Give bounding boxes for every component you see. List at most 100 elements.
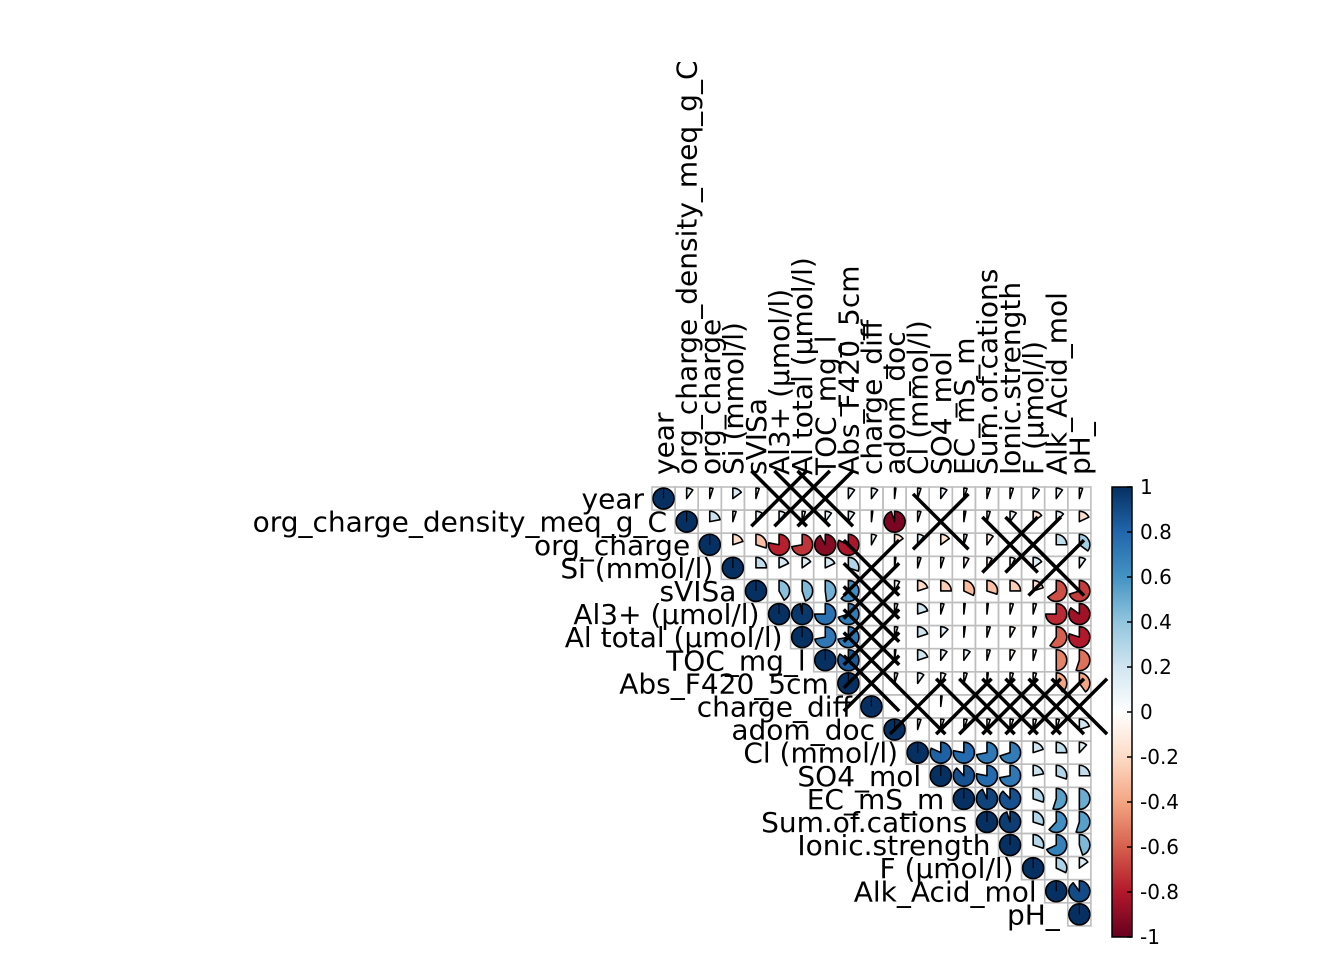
insignificance-cross bbox=[911, 492, 970, 551]
correlation-pie bbox=[916, 672, 925, 685]
colorbar-tick-label: -0.6 bbox=[1140, 835, 1179, 859]
correlation-pie bbox=[1046, 579, 1068, 603]
colorbar-tick-label: 0 bbox=[1140, 700, 1153, 724]
correlation-pie bbox=[813, 602, 837, 626]
correlation-pie bbox=[790, 602, 814, 626]
insignificance-cross bbox=[1004, 677, 1063, 736]
correlation-pie bbox=[1009, 602, 1015, 615]
colorbar-tick-label: -1 bbox=[1140, 925, 1160, 949]
column-labels: yearorg_charge_density_meq_g_Corg_charge… bbox=[648, 60, 1097, 476]
correlation-pie bbox=[1078, 510, 1090, 523]
correlation-pie bbox=[986, 487, 991, 500]
correlation-pie bbox=[732, 533, 744, 546]
correlation-pie bbox=[998, 810, 1022, 834]
correlation-pie bbox=[813, 533, 837, 556]
correlation-pie bbox=[870, 533, 878, 546]
correlation-pie bbox=[916, 510, 922, 523]
correlation-pie bbox=[1045, 833, 1068, 857]
correlation-pie bbox=[1078, 787, 1091, 811]
row-label: pH_ bbox=[1007, 898, 1061, 931]
correlation-pie bbox=[883, 510, 906, 533]
correlation-pie bbox=[1052, 787, 1068, 811]
correlation-pie bbox=[986, 533, 994, 546]
insignificance-cross bbox=[773, 469, 832, 528]
correlation-pie bbox=[1048, 810, 1068, 834]
column-label: Sum.of.cations bbox=[971, 269, 1004, 475]
insignificance-cross bbox=[842, 561, 901, 620]
correlation-pie bbox=[1032, 810, 1045, 826]
correlation-pie bbox=[824, 556, 836, 569]
correlation-pie bbox=[1009, 487, 1015, 500]
correlation-pie bbox=[732, 510, 737, 523]
colorbar-tick-label: 1 bbox=[1140, 475, 1153, 499]
correlation-pie bbox=[1078, 764, 1091, 777]
correlation-pie bbox=[998, 787, 1022, 811]
correlation-pie bbox=[685, 487, 694, 500]
column-label: adom_doc bbox=[879, 331, 912, 475]
row-label: Cl (mmol/l) bbox=[743, 737, 898, 770]
insignificance-cross bbox=[842, 585, 901, 644]
row-label: year bbox=[582, 483, 645, 516]
correlation-pie bbox=[975, 787, 999, 811]
correlation-pie bbox=[916, 625, 929, 638]
insignificance-cross bbox=[957, 677, 1016, 736]
column-label: TOC_mg_l bbox=[809, 335, 842, 476]
correlation-pie bbox=[975, 741, 999, 764]
insignificance-cross bbox=[1027, 677, 1086, 736]
row-label: Ionic.strength bbox=[797, 829, 990, 862]
correlation-pie bbox=[778, 556, 790, 569]
row-label: Si (mmol/l) bbox=[560, 552, 713, 585]
row-label: Abs_F420_5cm bbox=[619, 667, 829, 700]
column-label: sVISa bbox=[740, 398, 773, 475]
row-label: TOC_mg_l bbox=[665, 644, 806, 677]
row-label: F (µmol/l) bbox=[880, 852, 1014, 885]
correlation-pie bbox=[1032, 648, 1038, 662]
correlation-pie bbox=[975, 764, 999, 788]
correlation-pie bbox=[847, 487, 856, 500]
correlation-pie bbox=[1032, 833, 1045, 850]
correlation-pie bbox=[963, 602, 966, 615]
column-label: org_charge bbox=[694, 319, 727, 475]
correlation-pie bbox=[1055, 487, 1064, 500]
correlation-pie bbox=[1032, 487, 1041, 500]
correlation-pie bbox=[893, 672, 899, 685]
correlation-pie bbox=[1049, 625, 1068, 649]
correlation-pie bbox=[939, 487, 948, 500]
correlation-pie bbox=[952, 764, 976, 787]
correlation-pie bbox=[916, 648, 929, 662]
column-label: org_charge_density_meq_g_C bbox=[671, 60, 704, 475]
correlation-pie bbox=[824, 579, 837, 603]
correlation-pie bbox=[1068, 625, 1091, 649]
column-label: SO4_mol bbox=[925, 351, 958, 475]
row-label: Sum.of.cations bbox=[761, 806, 967, 839]
row-labels: yearorg_charge_density_meq_g_Corg_charge… bbox=[253, 483, 1061, 932]
correlation-pie bbox=[1009, 510, 1018, 523]
correlation-pie bbox=[1044, 602, 1068, 626]
correlation-pie bbox=[1032, 602, 1038, 615]
correlation-pie bbox=[916, 718, 922, 731]
insignificance-cross bbox=[842, 654, 901, 713]
correlation-pie bbox=[963, 579, 976, 597]
correlation-pie bbox=[755, 556, 768, 569]
row-label: org_charge_density_meq_g_C bbox=[253, 506, 668, 539]
row-label: Al3+ (µmol/l) bbox=[573, 598, 759, 631]
insignificance-cross bbox=[796, 469, 855, 528]
correlation-pie bbox=[801, 579, 814, 602]
correlation-pie bbox=[986, 510, 991, 523]
correlation-pie bbox=[1055, 856, 1068, 874]
colorbar-legend: 1 0.8 0.6 0.4 0.2 0 -0.2 -0.4 -0.6 -0.8 -1 bbox=[1111, 475, 1179, 949]
correlation-pie bbox=[963, 648, 971, 662]
correlation-pie bbox=[1055, 648, 1068, 672]
column-label: EC_mS_m bbox=[948, 337, 981, 475]
colorbar-tick-label: 0.2 bbox=[1140, 655, 1172, 679]
column-label: pH_ bbox=[1063, 421, 1096, 475]
correlation-pie bbox=[1068, 879, 1091, 903]
correlation-pie bbox=[1075, 648, 1091, 672]
correlation-pie bbox=[824, 510, 833, 523]
correlation-pie bbox=[755, 487, 760, 500]
insignificance-cross bbox=[842, 608, 901, 667]
correlation-pie bbox=[778, 579, 791, 601]
correlation-pie bbox=[767, 533, 791, 557]
column-label: Al total (µmol/l) bbox=[786, 257, 819, 475]
